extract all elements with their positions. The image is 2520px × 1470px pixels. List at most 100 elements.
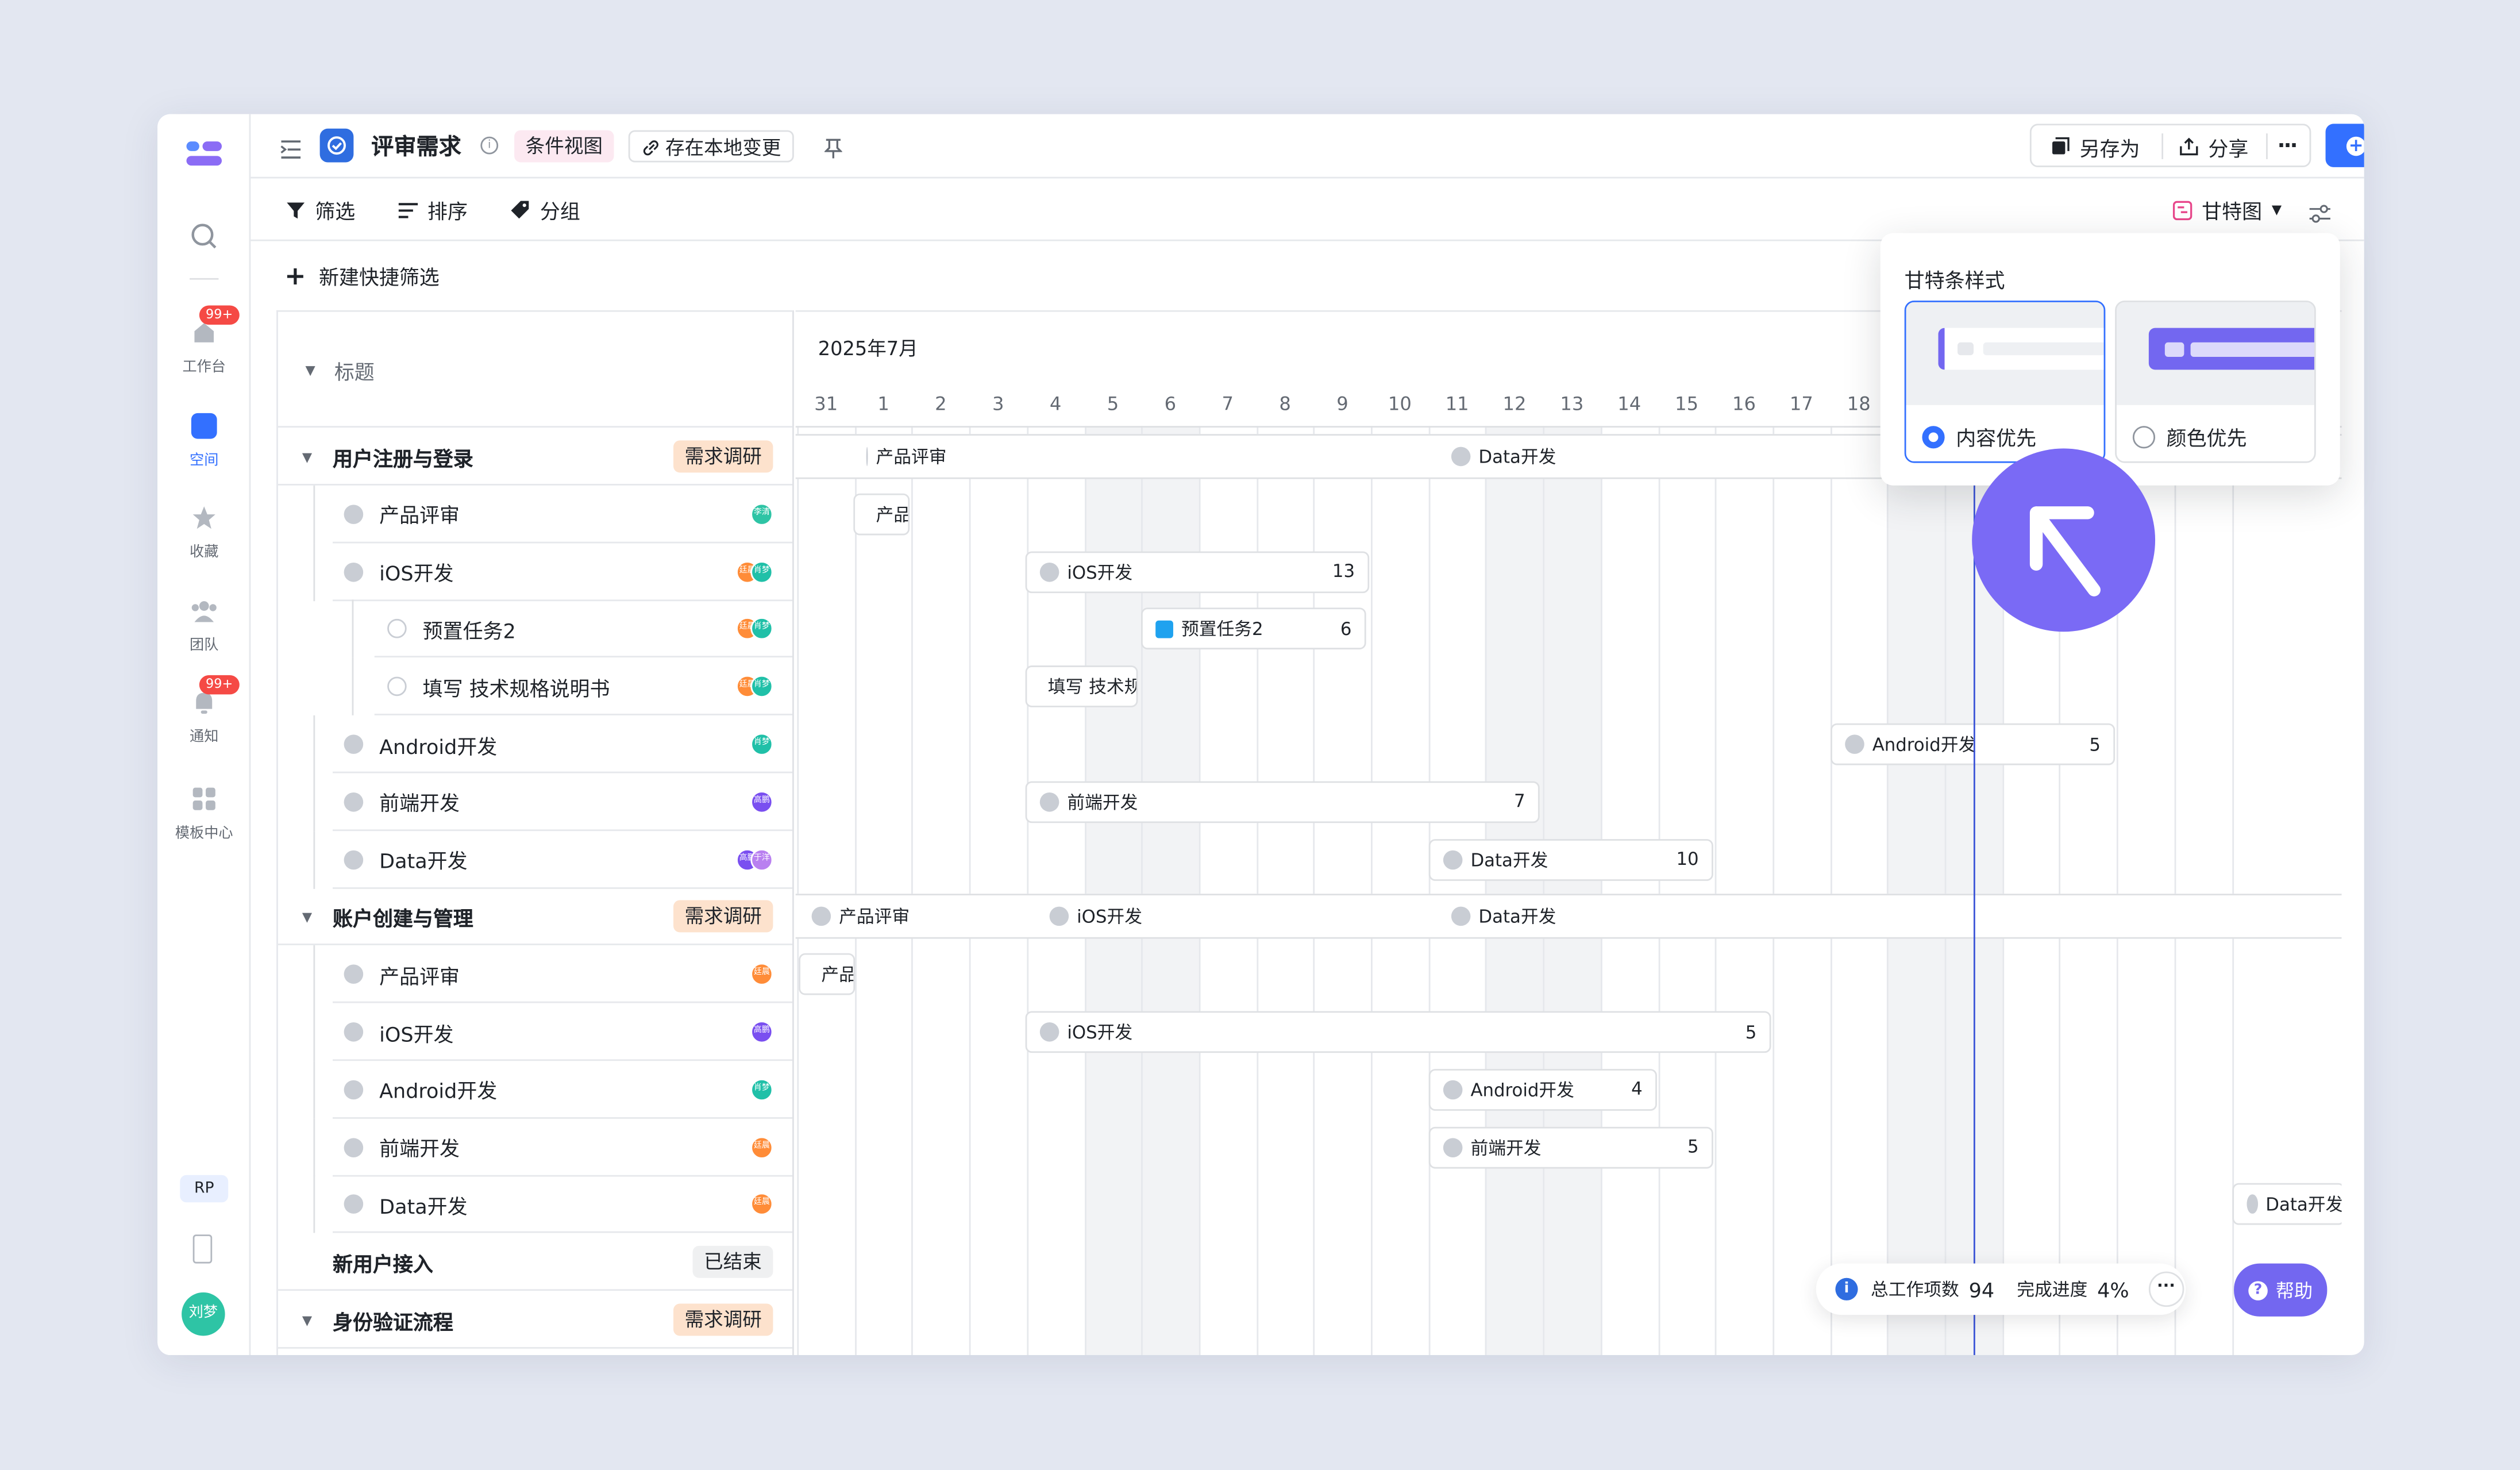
- gantt-bar[interactable]: 产品评审: [853, 436, 947, 478]
- assignee-avatars[interactable]: 肖梦: [750, 1078, 773, 1101]
- sort-button[interactable]: 排序: [398, 194, 468, 225]
- status-circle-icon[interactable]: [344, 1195, 364, 1214]
- status-icon: [1443, 1080, 1463, 1099]
- status-circle-icon[interactable]: [344, 964, 364, 984]
- gantt-bar-count: 5: [2089, 733, 2101, 755]
- assignee-avatars[interactable]: 廷晨 肖梦: [736, 675, 773, 698]
- task-row[interactable]: 预置任务2 廷晨 肖梦: [278, 600, 793, 659]
- assignee-avatars[interactable]: 廷晨: [750, 1193, 773, 1216]
- app-logo[interactable]: [183, 138, 225, 171]
- gantt-bar[interactable]: Android开发 5: [1831, 723, 2116, 765]
- gantt-bar[interactable]: 预置任务2 6: [1141, 608, 1366, 651]
- new-quick-filter-button[interactable]: + 新建快捷筛选: [284, 259, 440, 290]
- caret-down-icon[interactable]: ▼: [302, 909, 313, 925]
- status-circle-icon[interactable]: [387, 619, 407, 639]
- mobile-icon[interactable]: [192, 1234, 213, 1264]
- more-icon[interactable]: ···: [2148, 1271, 2184, 1307]
- assignee-avatars[interactable]: 高鹏: [750, 790, 773, 813]
- status-circle-icon[interactable]: [344, 792, 364, 812]
- assignee-avatars[interactable]: 高鹏: [750, 1021, 773, 1044]
- caret-down-icon[interactable]: ▼: [302, 1312, 313, 1327]
- assignee-avatars[interactable]: 廷晨 肖梦: [736, 560, 773, 583]
- filter-button[interactable]: 筛选: [286, 194, 355, 225]
- status-circle-icon[interactable]: [387, 677, 407, 696]
- save-as-button[interactable]: 另存为: [2038, 127, 2153, 166]
- assignee-avatars[interactable]: 李清: [750, 502, 773, 526]
- status-circle-icon[interactable]: [344, 1022, 364, 1042]
- view-switcher[interactable]: 甘特图 ▼: [2172, 194, 2282, 225]
- radio-selected[interactable]: [1922, 425, 1945, 448]
- gantt-bar[interactable]: Android开发 4: [1428, 1068, 1657, 1111]
- gantt-bar[interactable]: 前端开发 5: [1428, 1126, 1713, 1168]
- avatar: 李清: [750, 502, 773, 526]
- caret-down-icon[interactable]: ▼: [302, 449, 313, 464]
- search-icon[interactable]: [190, 222, 218, 257]
- status-circle-icon[interactable]: [344, 504, 364, 524]
- group-row[interactable]: ▼ 用户注册与登录 需求调研: [278, 428, 793, 486]
- view-condition-tag[interactable]: 条件视图: [514, 130, 614, 163]
- task-row[interactable]: 前端开发 廷晨: [278, 1118, 793, 1176]
- status-circle-icon[interactable]: [344, 1080, 364, 1099]
- task-row[interactable]: iOS开发 廷晨 肖梦: [278, 542, 793, 601]
- status-tag[interactable]: 已结束: [692, 1246, 773, 1279]
- status-tag[interactable]: 需求调研: [673, 901, 773, 933]
- help-button[interactable]: ? 帮助: [2234, 1263, 2328, 1317]
- option-content-first[interactable]: 内容优先: [1904, 301, 2106, 463]
- sidebar-item-space[interactable]: 空间: [157, 413, 251, 470]
- gantt-bar[interactable]: iOS开发 13: [1025, 551, 1370, 593]
- status-tag[interactable]: 需求调研: [673, 440, 773, 473]
- org-badge[interactable]: RP: [180, 1175, 229, 1203]
- task-row[interactable]: 前端开发 高鹏: [278, 772, 793, 831]
- group-row[interactable]: ▼ 账户创建与管理 需求调研: [278, 888, 793, 946]
- assignee-avatars[interactable]: 肖梦: [750, 733, 773, 756]
- status-tag[interactable]: 需求调研: [673, 1303, 773, 1336]
- gantt-bar[interactable]: 产品评审1: [853, 493, 910, 535]
- sidebar-item-workbench[interactable]: 工作台 99+: [157, 305, 251, 376]
- status-circle-icon[interactable]: [344, 1137, 364, 1157]
- info-icon[interactable]: i: [480, 136, 499, 155]
- radio-unselected[interactable]: [2132, 425, 2156, 448]
- group-row[interactable]: 新用户接入 已结束: [278, 1233, 793, 1291]
- task-row[interactable]: Android开发 肖梦: [278, 715, 793, 774]
- gantt-bar[interactable]: 产品评审1: [799, 953, 856, 995]
- status-circle-icon[interactable]: [344, 561, 364, 582]
- status-circle-icon[interactable]: [344, 849, 364, 869]
- status-circle-icon[interactable]: [344, 734, 364, 754]
- assignee-avatars[interactable]: 高鹏 于洋: [736, 848, 773, 871]
- sidebar-item-favorites[interactable]: 收藏: [157, 505, 251, 561]
- task-row[interactable]: Android开发 肖梦: [278, 1060, 793, 1119]
- task-row[interactable]: 填写 技术规格说明书 廷晨 肖梦: [278, 657, 793, 716]
- group-button[interactable]: 分组: [510, 194, 580, 225]
- share-button[interactable]: 分享: [2167, 127, 2261, 166]
- gantt-bar[interactable]: iOS开发 5: [1025, 1011, 1771, 1053]
- gantt-bar[interactable]: Data开发: [1438, 896, 2290, 938]
- task-row[interactable]: Data开发 高鹏 于洋: [278, 830, 793, 888]
- sidebar-item-notifications[interactable]: 通知 99+: [157, 675, 251, 746]
- collapse-sidebar-icon[interactable]: [280, 135, 302, 166]
- gantt-bar[interactable]: iOS开发: [1036, 896, 1438, 938]
- more-icon[interactable]: ···: [2277, 134, 2298, 159]
- task-row[interactable]: iOS开发 高鹏: [278, 1003, 793, 1061]
- option-color-first[interactable]: 颜色优先: [2115, 301, 2316, 463]
- gantt-bar[interactable]: 填写 技术规格说明书4: [1025, 665, 1138, 708]
- task-row[interactable]: 产品评审 廷晨: [278, 945, 793, 1003]
- caret-down-icon[interactable]: ▼: [305, 362, 315, 377]
- assignee-avatars[interactable]: 廷晨: [750, 963, 773, 986]
- save-local-changes-button[interactable]: 存在本地变更: [628, 130, 794, 163]
- task-row[interactable]: 产品评审 李清: [278, 485, 793, 543]
- sidebar-item-team[interactable]: 团队: [157, 598, 251, 654]
- task-row[interactable]: Data开发 廷晨: [278, 1175, 793, 1234]
- new-button[interactable]: + 新建: [2325, 124, 2364, 167]
- sidebar-item-templates[interactable]: 模板中心: [157, 786, 251, 842]
- gantt-bar[interactable]: 产品评审: [799, 896, 1040, 938]
- gantt-bar[interactable]: 前端开发 7: [1025, 780, 1540, 823]
- user-avatar[interactable]: 刘梦: [182, 1292, 225, 1336]
- settings-sliders-icon[interactable]: [2309, 199, 2330, 230]
- assignee-avatars[interactable]: 廷晨 肖梦: [736, 618, 773, 641]
- assignee-avatars[interactable]: 廷晨: [750, 1136, 773, 1159]
- gantt-bar[interactable]: Data开发: [1438, 436, 1808, 478]
- group-row[interactable]: ▼ 身份验证流程 需求调研: [278, 1291, 793, 1349]
- gantt-bar[interactable]: Data开发 10: [1428, 838, 1713, 880]
- gantt-bar[interactable]: Data开发: [2232, 1183, 2342, 1226]
- pin-icon[interactable]: [823, 135, 843, 166]
